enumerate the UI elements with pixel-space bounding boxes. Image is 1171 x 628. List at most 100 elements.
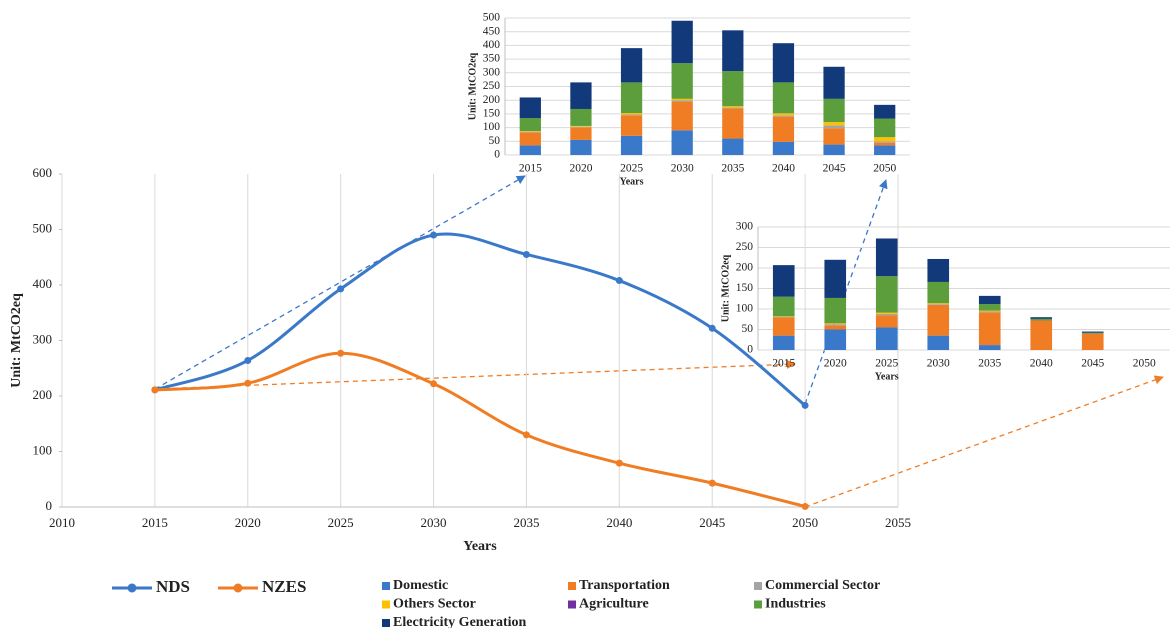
y-tick-label: 300 [33, 331, 53, 346]
bar-segment [772, 113, 795, 116]
bar-segment [620, 115, 643, 136]
legend-swatch [382, 600, 390, 609]
bar-segment [978, 295, 1001, 305]
y-tick-label: 50 [489, 135, 501, 147]
bar-segment [722, 107, 744, 109]
legend-swatch [382, 619, 390, 627]
bar-segment [671, 20, 693, 64]
x-tick-label: 2015 [519, 163, 542, 175]
bar-segment [1030, 317, 1053, 319]
bar-segment [978, 311, 1001, 313]
arrow [154, 359, 796, 390]
legend-label: NDS [156, 577, 190, 596]
bar-segment [823, 66, 845, 99]
connector-arrows [154, 175, 1164, 508]
bar-segment [927, 304, 950, 305]
x-axis-label: Years [875, 371, 899, 382]
legend-label: Industries [765, 597, 826, 612]
bar-segment [620, 48, 643, 83]
y-tick-label: 200 [33, 387, 53, 402]
x-tick-label: 2040 [1030, 358, 1053, 370]
bar-segment [671, 98, 693, 101]
x-tick-label: 2050 [1133, 358, 1156, 370]
legend-label: Transportation [579, 578, 670, 593]
bar-segment [1030, 318, 1053, 321]
x-tick-label: 2030 [927, 358, 950, 370]
bar-segment [620, 135, 643, 155]
bar-segment [570, 82, 592, 109]
data-point [151, 386, 159, 394]
bar-segment [978, 310, 1001, 312]
y-tick-label: 50 [742, 323, 754, 335]
y-tick-label: 500 [33, 220, 53, 235]
bar-segment [570, 139, 592, 155]
data-point [801, 401, 809, 409]
y-tick-label: 300 [483, 66, 501, 78]
bar-segment [519, 145, 541, 155]
x-tick-label: 2040 [772, 163, 795, 175]
bar-segment [722, 108, 744, 139]
data-point [708, 324, 716, 332]
x-tick-label: 2025 [620, 163, 643, 175]
bar-segment [722, 138, 744, 155]
x-tick-label: 2055 [885, 515, 911, 530]
data-point [801, 502, 809, 510]
bar-segment [978, 304, 1001, 311]
bar-segment [824, 325, 847, 330]
data-point [522, 250, 530, 258]
x-axis-label: Years [463, 539, 497, 554]
x-tick-label: 2050 [792, 515, 818, 530]
y-tick-label: 450 [483, 25, 501, 37]
legend-label: Agriculture [579, 597, 649, 612]
bar-segment [824, 323, 847, 325]
bar-segment [570, 125, 592, 127]
x-tick-label: 2010 [49, 515, 75, 530]
y-tick-label: 400 [33, 276, 53, 291]
bar-segment [671, 101, 693, 131]
bar-segment [927, 335, 950, 350]
bar-segment [570, 108, 592, 126]
bar-segment [620, 113, 643, 115]
legend-marker [127, 583, 137, 593]
x-tick-label: 2045 [699, 515, 725, 530]
y-tick-label: 100 [483, 121, 501, 133]
legend-swatch [568, 582, 576, 590]
y-tick-label: 100 [33, 442, 53, 457]
y-tick-label: 100 [736, 303, 754, 315]
bar-segment [620, 82, 643, 114]
bar-segment [978, 345, 1001, 350]
bar-segment [824, 297, 847, 324]
arrow [804, 375, 1164, 508]
y-tick-label: 200 [483, 94, 501, 106]
arrow [154, 175, 526, 390]
y-tick-label: 0 [747, 344, 753, 356]
bar-segment [722, 30, 744, 72]
x-tick-label: 2035 [978, 358, 1001, 370]
x-tick-label: 2045 [823, 163, 846, 175]
bar-segment [620, 114, 643, 116]
bar-segment [874, 141, 896, 143]
bar-segment [519, 131, 541, 133]
data-point [522, 431, 530, 439]
bar-segment [519, 118, 541, 132]
series-line [154, 232, 807, 407]
bar-segment [722, 106, 744, 108]
bar-segment [927, 258, 950, 282]
y-tick-label: 250 [483, 80, 501, 92]
data-point [430, 380, 438, 388]
x-tick-label: 2030 [421, 515, 447, 530]
legend-swatch [754, 600, 762, 609]
legend-label: Others Sector [393, 597, 476, 612]
bar-segment [875, 312, 898, 314]
bar-segment [823, 122, 845, 126]
x-tick-label: 2020 [569, 163, 592, 175]
bar-segment [824, 324, 847, 326]
bar-segment [1081, 333, 1104, 350]
y-axis-label: Unit: MtCO2eq [720, 254, 731, 322]
y-tick-label: 300 [736, 221, 754, 233]
x-tick-label: 2030 [671, 163, 694, 175]
bar-segment [772, 116, 795, 142]
bar-segment [875, 238, 898, 277]
y-tick-label: 0 [494, 149, 500, 161]
y-tick-label: 600 [33, 165, 53, 180]
